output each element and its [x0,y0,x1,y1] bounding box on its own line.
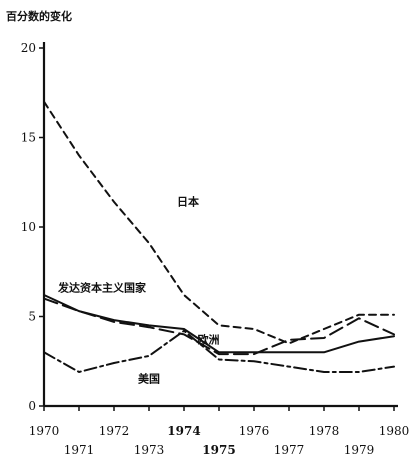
series-label-2: 发达资本主义国家 [57,280,147,294]
series-line-4 [43,329,395,373]
x-tick-label: 1974 [167,424,200,438]
series-group [43,100,395,373]
chart-title: 百分数的变化 [6,9,72,23]
x-tick-label: 1976 [239,424,270,438]
x-tick-label: 1980 [379,424,410,438]
x-tick-label: 1978 [309,424,340,438]
x-tick-label: 1971 [64,443,95,457]
y-tick-label: 0 [28,399,36,413]
y-tick-label: 10 [21,220,36,234]
series-line-1 [43,100,395,345]
y-tick-label: 20 [21,41,36,55]
x-tick-label: 1973 [134,443,165,457]
x-tick-label: 1970 [29,424,60,438]
series-line-3 [43,294,395,354]
series-line-2 [43,297,395,356]
x-tick-label: 1977 [274,443,305,457]
series-label-4: 美国 [138,372,160,386]
y-tick-label: 15 [21,131,36,145]
x-tick-label: 1972 [99,424,130,438]
x-tick-label: 1975 [202,443,235,457]
y-tick-label: 5 [28,310,36,324]
x-tick-label: 1979 [344,443,375,457]
series-label-1: 日本 [177,195,199,209]
series-label-3: 欧洲 [198,332,220,346]
